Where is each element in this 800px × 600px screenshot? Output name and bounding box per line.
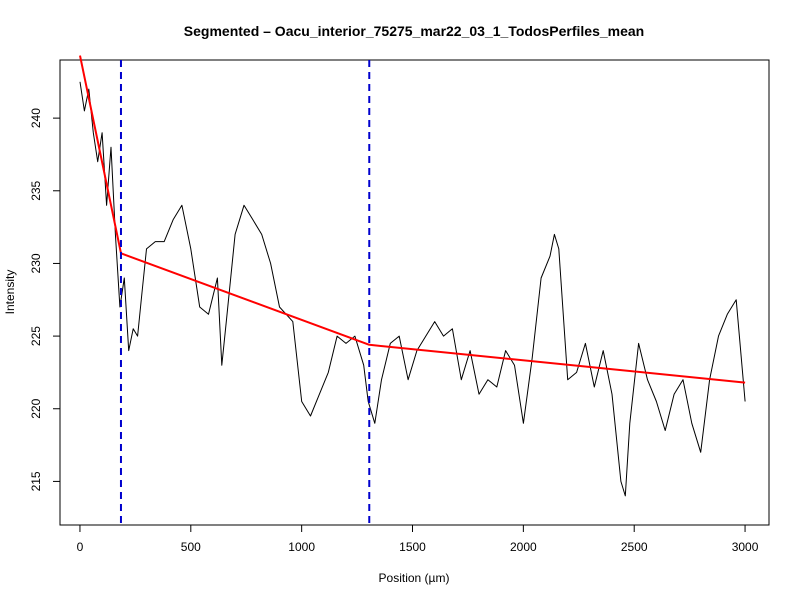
x-tick-label: 3000 [732,540,759,554]
chart-title: Segmented – Oacu_interior_75275_mar22_03… [184,23,644,39]
x-tick-label: 0 [77,540,84,554]
x-tick-label: 1500 [399,540,426,554]
x-tick-label: 500 [181,540,201,554]
x-tick-label: 2000 [510,540,537,554]
y-tick-label: 220 [29,398,43,418]
x-axis: 0 500 1000 1500 2000 2500 3000 [77,524,759,554]
intensity-profile-line [79,81,746,497]
y-tick-label: 235 [29,180,43,200]
y-axis-label: Intensity [3,270,17,315]
segmented-fit-line [79,55,746,384]
plot-area-frame [59,59,770,526]
y-axis: 215 220 225 230 235 240 [29,108,61,491]
y-tick-label: 230 [29,253,43,273]
x-tick-label: 1000 [288,540,315,554]
x-axis-label: Position (µm) [379,571,450,585]
x-tick-label: 2500 [621,540,648,554]
y-tick-label: 240 [29,108,43,128]
y-tick-label: 215 [29,471,43,491]
y-tick-label: 225 [29,326,43,346]
plot-content [79,55,746,525]
